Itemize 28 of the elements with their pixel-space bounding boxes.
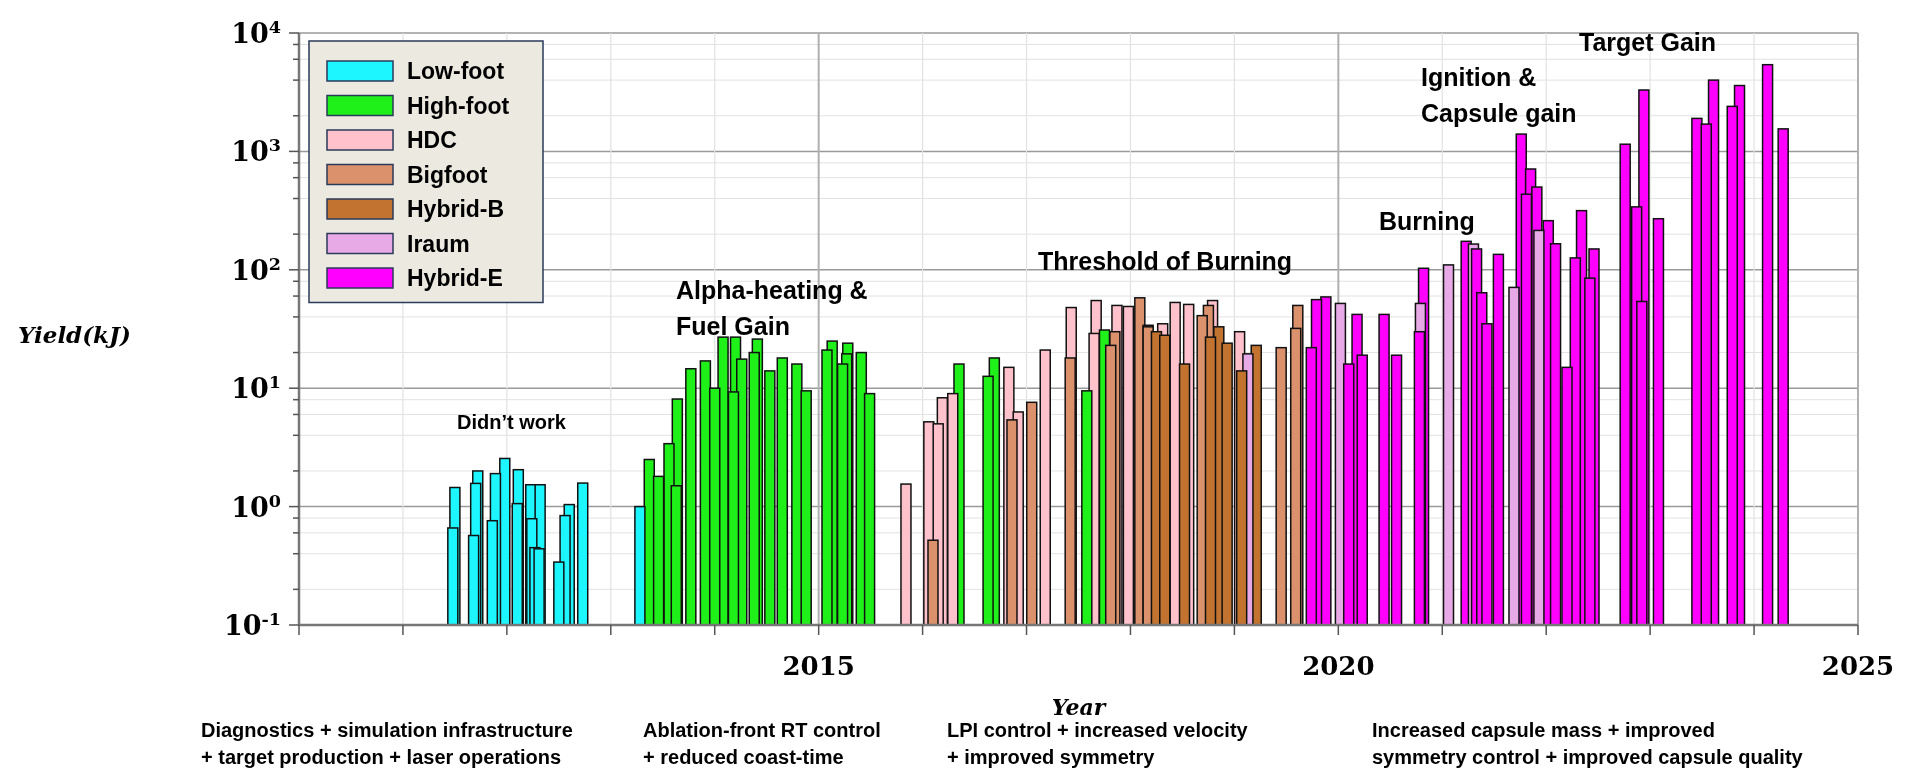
y-axis-title: Yield(kJ) bbox=[18, 321, 131, 348]
text: LPI control + increased velocity + improved symmetry bbox=[947, 719, 1249, 769]
x-axis-title: Year bbox=[1051, 694, 1107, 720]
legend-label: Hybrid-E bbox=[407, 265, 503, 291]
x-tick-label: 2025 bbox=[1821, 651, 1895, 681]
y-tick-label: 10$^{0}$ bbox=[231, 490, 281, 523]
y-tick-label: 10$^{2}$ bbox=[231, 253, 281, 286]
annotation: Alpha-heating & Fuel Gain bbox=[676, 275, 868, 340]
annotation: Ignition & Capsule gain bbox=[1421, 62, 1577, 127]
legend-label: Low-foot bbox=[407, 58, 505, 84]
text: Diagnostics + simulation infrastructure + target production + laser operations bbox=[201, 719, 573, 769]
y-tick-label: 10$^{3}$ bbox=[231, 135, 281, 168]
legend-label: High-foot bbox=[407, 92, 510, 119]
x-tick-label: 2020 bbox=[1302, 651, 1375, 681]
text: Increased capsule mass + improved symmetry control + improved capsule quality bbox=[1372, 719, 1804, 769]
annotation: Target Gain bbox=[1579, 27, 1717, 56]
legend-label: Iraum bbox=[407, 230, 470, 257]
y-tick-label: 10$^{1}$ bbox=[231, 372, 281, 405]
annotation: Didn’t work bbox=[457, 411, 567, 434]
annotation: Burning bbox=[1379, 206, 1475, 235]
y-tick-label: 10$^{-1}$ bbox=[223, 609, 281, 641]
y-tick-label: 10$^{4}$ bbox=[231, 17, 281, 49]
legend-label: HDC bbox=[407, 127, 457, 153]
annotation: Threshold of Burning bbox=[1038, 246, 1293, 275]
legend-label: Hybrid-B bbox=[407, 196, 505, 222]
legend-label: Bigfoot bbox=[407, 161, 488, 188]
x-tick-label: 2015 bbox=[782, 651, 855, 681]
text: Ablation-front RT control + reduced coast-time bbox=[643, 719, 881, 769]
